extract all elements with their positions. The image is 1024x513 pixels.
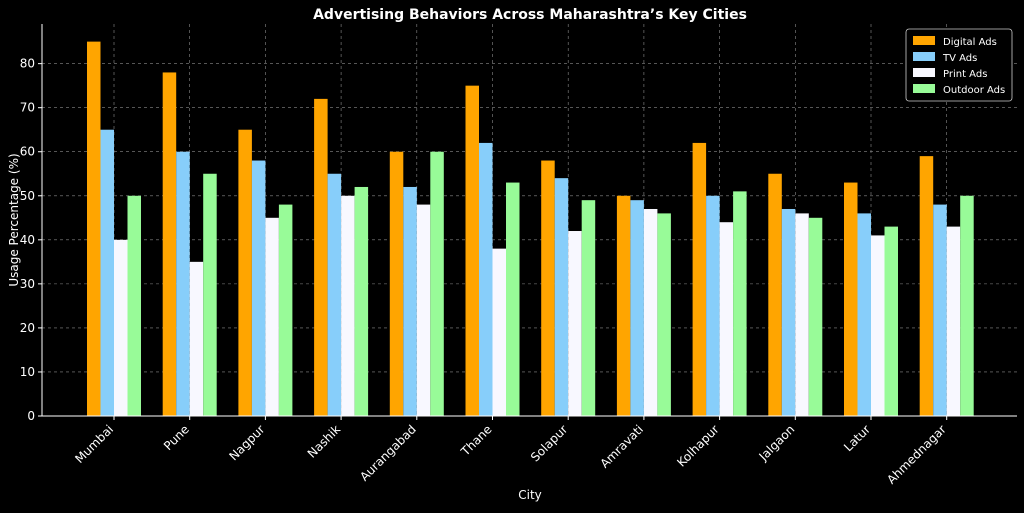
x-tick-label: Kolhapur: [674, 422, 721, 469]
x-tick-label: Nagpur: [226, 422, 267, 463]
y-tick-label: 30: [20, 277, 35, 291]
bar-outdoor-ads: [127, 195, 141, 416]
bar-tv-ads: [857, 213, 871, 416]
bar-print-ads: [946, 226, 961, 416]
bar-print-ads: [795, 213, 809, 416]
x-tick-label: Nashik: [305, 422, 344, 461]
bar-outdoor-ads: [960, 195, 974, 416]
axis-layer: [41, 24, 1017, 417]
bar-outdoor-ads: [430, 151, 444, 416]
bar-outdoor-ads: [354, 186, 369, 416]
bar-tv-ads: [630, 200, 644, 416]
bar-digital-ads: [389, 151, 404, 416]
bar-tv-ads: [706, 195, 720, 416]
chart-title: Advertising Behaviors Across Maharashtra…: [313, 7, 747, 23]
bar-outdoor-ads: [808, 217, 823, 416]
bar-print-ads: [719, 222, 734, 416]
x-axis-label: City: [518, 488, 542, 502]
x-tick-label: Ahmednagar: [884, 422, 949, 487]
legend-label: TV Ads: [942, 53, 977, 64]
bar-digital-ads: [768, 173, 782, 416]
bar-digital-ads: [844, 182, 858, 416]
y-tick-label: 20: [20, 321, 35, 335]
legend-swatch: [913, 84, 935, 93]
x-tick-label: Amravati: [597, 422, 646, 471]
x-tick-label: Mumbai: [72, 422, 116, 466]
y-axis-label: Usage Percentage (%): [7, 153, 21, 286]
bar-outdoor-ads: [657, 213, 671, 416]
bar-print-ads: [416, 204, 431, 416]
x-tick-label: Solapur: [528, 422, 570, 464]
bar-tv-ads: [176, 151, 190, 416]
bar-outdoor-ads: [203, 173, 217, 416]
x-tick-label: Pune: [161, 422, 192, 453]
bar-digital-ads: [162, 72, 177, 417]
y-tick-label: 60: [20, 145, 35, 159]
bar-tv-ads: [933, 204, 947, 416]
bar-layer: [87, 41, 974, 417]
y-tick-label: 50: [20, 189, 35, 203]
bar-tv-ads: [403, 186, 417, 416]
bar-digital-ads: [541, 160, 555, 416]
bar-digital-ads: [314, 98, 328, 416]
bar-tv-ads: [554, 178, 569, 416]
bar-digital-ads: [238, 129, 252, 416]
bar-tv-ads: [251, 160, 266, 416]
legend-box: [905, 28, 1013, 102]
x-tick-label: Latur: [841, 422, 873, 454]
bar-digital-ads: [465, 85, 479, 417]
bar-print-ads: [492, 248, 506, 416]
bar-outdoor-ads: [733, 191, 747, 416]
y-tick-label: 80: [20, 57, 35, 71]
bar-print-ads: [643, 208, 658, 416]
bar-tv-ads: [479, 142, 493, 417]
bar-outdoor-ads: [278, 204, 293, 416]
bar-digital-ads: [616, 195, 631, 416]
bar-print-ads: [568, 231, 582, 416]
bar-print-ads: [341, 195, 355, 416]
bar-print-ads: [871, 235, 885, 416]
bar-outdoor-ads: [581, 200, 596, 416]
bar-tv-ads: [100, 129, 114, 416]
y-tick-label: 70: [20, 101, 35, 115]
legend-swatch: [913, 52, 935, 61]
bar-print-ads: [189, 261, 204, 416]
bar-digital-ads: [87, 41, 101, 416]
bar-digital-ads: [919, 156, 934, 416]
legend: Digital Ads TV Ads Print Ads Outdoor Ads: [905, 28, 1013, 102]
bar-tv-ads: [781, 208, 796, 416]
bar-print-ads: [114, 239, 128, 416]
bar-digital-ads: [692, 142, 707, 417]
legend-label: Outdoor Ads: [943, 85, 1005, 96]
legend-label: Digital Ads: [943, 37, 997, 48]
y-tick-label: 0: [27, 409, 35, 423]
x-tick-label: Aurangabad: [357, 422, 419, 484]
legend-label: Print Ads: [943, 69, 987, 80]
bar-outdoor-ads: [884, 226, 898, 416]
y-tick-label: 40: [20, 233, 35, 247]
bar-outdoor-ads: [506, 182, 520, 416]
bar-print-ads: [265, 217, 279, 416]
y-tick-label: 10: [20, 365, 35, 379]
bar-tv-ads: [327, 173, 342, 416]
legend-swatch: [913, 68, 935, 77]
legend-swatch: [913, 36, 935, 45]
x-tick-label: Jalgaon: [756, 422, 798, 464]
x-tick-label: Thane: [458, 422, 495, 459]
